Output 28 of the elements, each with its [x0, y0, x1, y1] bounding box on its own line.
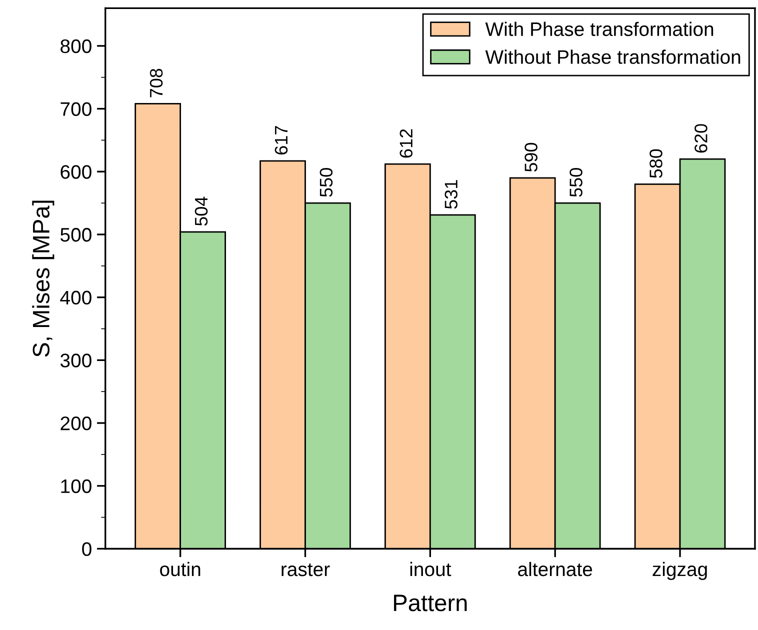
data-label: 612: [400, 129, 413, 158]
y-tick-label: 200: [60, 416, 92, 430]
y-tick-label: 700: [60, 102, 92, 116]
data-label: 550: [320, 168, 333, 197]
data-label: 550: [570, 168, 582, 197]
data-label: 617: [274, 126, 288, 154]
x-tick-label: inout: [410, 562, 452, 576]
y-tick-label: 400: [60, 290, 92, 305]
x-tick-label: zigzag: [652, 562, 707, 580]
x-axis-title: Pattern: [394, 594, 467, 612]
y-tick-label: 500: [60, 228, 92, 242]
y-tick-label: 0: [82, 542, 92, 556]
x-tick-label: raster: [282, 563, 330, 576]
data-label: 620: [694, 124, 708, 153]
x-tick-label: outin: [160, 562, 200, 576]
y-tick-label: 800: [60, 39, 92, 54]
y-tick-label: 600: [60, 165, 92, 179]
data-label: 531: [444, 180, 458, 209]
data-label: 708: [150, 68, 163, 98]
y-tick-label: 300: [60, 354, 92, 368]
legend-label: With Phase transformation: [485, 22, 714, 36]
data-label: 504: [194, 196, 208, 226]
legend-label: Without Phase transformation: [485, 50, 740, 64]
data-label: 580: [650, 149, 662, 178]
data-label: 590: [524, 142, 538, 172]
y-axis-title: S, Mises [MPa]: [32, 200, 54, 357]
y-tick-label: 100: [61, 479, 92, 494]
x-tick-label: alternate: [518, 562, 592, 576]
